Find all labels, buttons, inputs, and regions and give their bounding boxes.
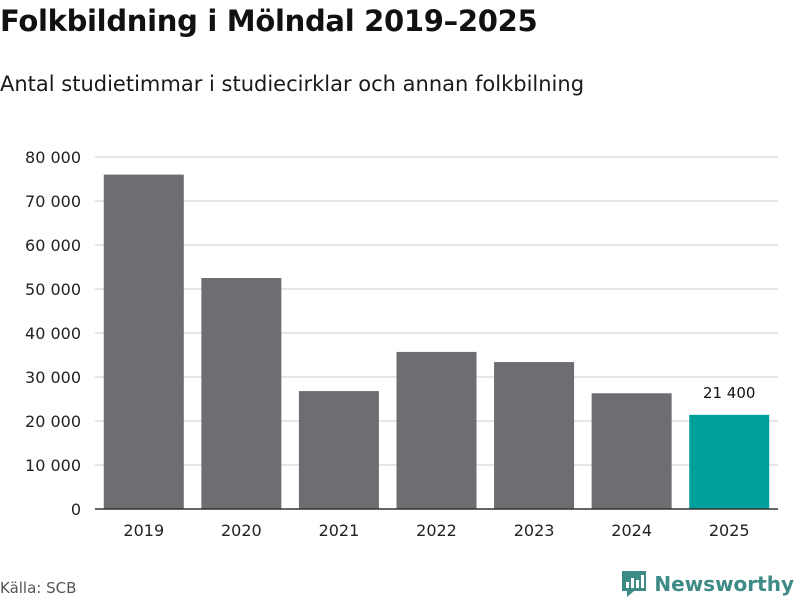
newsworthy-logo-icon [622, 571, 647, 597]
brand: Newsworthy [621, 570, 794, 598]
y-tick-label: 50 000 [25, 280, 81, 299]
bar-2025 [689, 414, 770, 509]
bar-2019 [103, 174, 184, 509]
x-tick-label: 2023 [514, 521, 555, 540]
chart-title: Folkbildning i Mölndal 2019–2025 [0, 4, 538, 38]
y-tick-label: 20 000 [25, 412, 81, 431]
brand-name: Newsworthy [654, 572, 794, 596]
x-tick-label: 2022 [416, 521, 457, 540]
bar-2020 [201, 278, 282, 509]
x-tick-label: 2024 [611, 521, 652, 540]
x-tick-label: 2021 [319, 521, 360, 540]
y-tick-label: 60 000 [25, 236, 81, 255]
x-tick-label: 2019 [123, 521, 164, 540]
source-note: Källa: SCB [0, 579, 77, 597]
y-tick-label: 0 [71, 500, 81, 519]
y-tick-label: 70 000 [25, 192, 81, 211]
bar-2021 [298, 391, 379, 509]
bar-2024 [591, 393, 672, 509]
chart-subtitle: Antal studietimmar i studiecirklar och a… [0, 72, 585, 96]
bar-2022 [396, 351, 477, 509]
y-tick-label: 80 000 [25, 148, 81, 167]
data-label: 21 400 [703, 384, 756, 402]
y-tick-label: 30 000 [25, 368, 81, 387]
y-tick-label: 10 000 [25, 456, 81, 475]
x-tick-label: 2020 [221, 521, 262, 540]
y-tick-label: 40 000 [25, 324, 81, 343]
x-tick-label: 2025 [709, 521, 750, 540]
bar-2023 [494, 362, 575, 509]
